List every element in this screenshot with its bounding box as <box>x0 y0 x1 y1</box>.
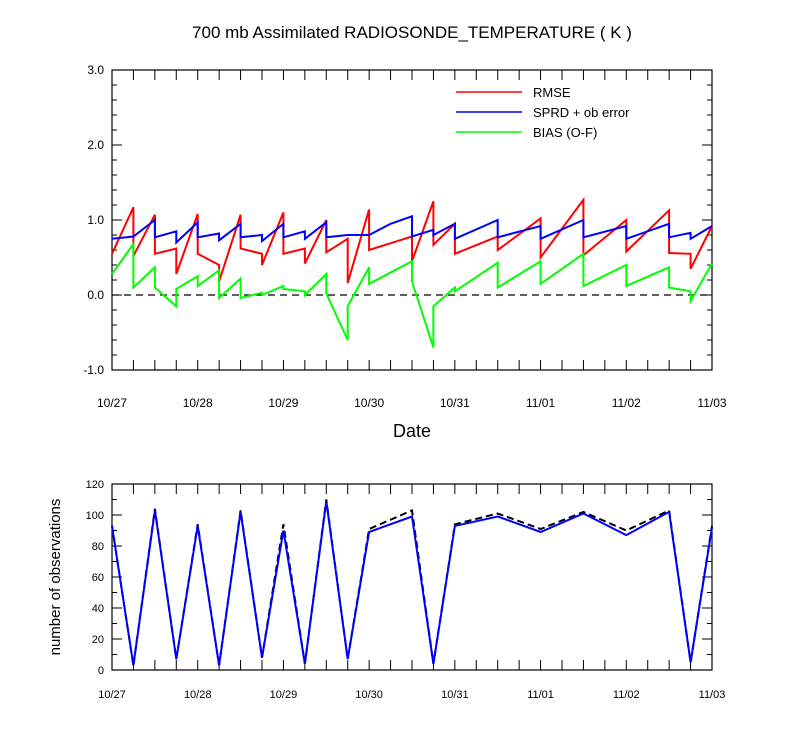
chart-title: 700 mb Assimilated RADIOSONDE_TEMPERATUR… <box>192 23 632 42</box>
top-y-tick-label: -1.0 <box>83 363 104 377</box>
bottom-y-tick-label: 120 <box>86 479 104 491</box>
top-x-tick-label: 11/01 <box>526 396 555 410</box>
bottom-series-possible <box>111 499 713 666</box>
top-series-sprd-ob-error <box>111 214 713 245</box>
legend-label: RMSE <box>533 85 571 100</box>
top-series-bias-o-f <box>111 240 713 348</box>
top-y-tick-label: 1.0 <box>87 213 104 227</box>
top-x-tick-label: 10/31 <box>440 396 470 410</box>
bottom-y-tick-label: 80 <box>92 541 104 553</box>
bottom-x-tick-label: 10/31 <box>441 689 469 701</box>
top-x-tick-label: 10/27 <box>97 396 127 410</box>
top-x-tick-label: 10/28 <box>183 396 213 410</box>
top-series-rmse <box>111 196 713 284</box>
top-y-tick-label: 3.0 <box>87 63 104 77</box>
top-x-tick-label: 11/03 <box>697 396 726 410</box>
top-y-tick-label: 2.0 <box>87 138 104 152</box>
x-axis-title: Date <box>393 421 431 441</box>
top-x-tick-label: 10/29 <box>268 396 298 410</box>
bottom-x-tick-label: 11/03 <box>699 689 726 701</box>
bottom-series-assimilated <box>111 500 713 666</box>
bottom-y-axis-title: number of observations <box>47 499 64 656</box>
top-y-tick-label: 0.0 <box>87 288 104 302</box>
bottom-x-tick-label: 10/30 <box>355 689 383 701</box>
legend-label: SPRD + ob error <box>533 105 630 120</box>
bottom-x-tick-label: 10/27 <box>98 689 126 701</box>
bottom-y-tick-label: 100 <box>86 510 104 522</box>
bottom-x-tick-label: 11/02 <box>613 689 640 701</box>
top-x-tick-label: 10/30 <box>354 396 384 410</box>
bottom-x-tick-label: 10/29 <box>270 689 298 701</box>
top-chart-panel: -1.0 0.0 1.0 2.0 3.0 10/27 10/28 10/29 10/30 10/3… <box>83 63 727 410</box>
bottom-chart-panel: 0 20 40 60 80 100 120 10/27 10/28 10/29 10/30 10/31… <box>47 479 725 701</box>
legend: RMSE SPRD + ob error BIAS (O-F) <box>456 85 630 140</box>
bottom-y-tick-label: 0 <box>98 665 104 677</box>
bottom-x-tick-label: 10/28 <box>184 689 212 701</box>
top-x-tick-label: 11/02 <box>612 396 641 410</box>
bottom-y-tick-label: 60 <box>92 572 104 584</box>
bottom-y-tick-label: 40 <box>92 603 104 615</box>
bottom-y-tick-label: 20 <box>92 634 104 646</box>
bottom-x-tick-label: 11/01 <box>527 689 554 701</box>
legend-label: BIAS (O-F) <box>533 125 597 140</box>
